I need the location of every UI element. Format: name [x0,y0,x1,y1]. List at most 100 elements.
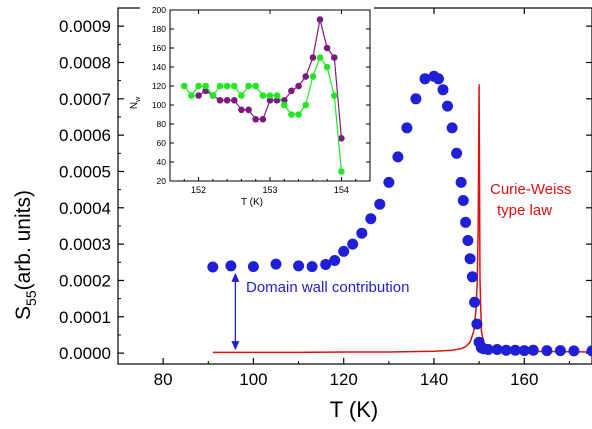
data-point [374,199,385,210]
data-point [442,101,453,112]
data-point [451,148,462,159]
inset-green-point [324,64,331,71]
inset-x-tick-label: 153 [262,185,277,195]
inset-purple-point [217,97,224,104]
inset-x-axis-title: T (K) [241,197,263,208]
data-point [471,319,482,330]
y-tick-label: 0.0009 [59,17,111,36]
data-point [458,195,469,206]
data-point [248,261,259,272]
data-point [555,345,566,356]
inset-x-tick-label: 152 [191,185,206,195]
y-tick-label: 0.0000 [59,344,111,363]
data-point [465,253,476,264]
inset-y-axis-title-main: N [129,102,140,109]
curie-weiss-label-line2: type law [497,202,552,219]
data-point [271,259,282,270]
y-axis-title-rest: (arb. units) [12,190,35,290]
inset-green-point [317,54,324,61]
inset-y-tick-label: 60 [157,138,167,148]
inset-green-point [281,102,288,109]
inset-green-point [231,83,238,90]
inset-green-point [267,92,274,99]
data-point [438,84,449,95]
inset-green-point [295,111,302,118]
inset-y-tick-label: 160 [152,43,166,53]
inset-purple-point [260,116,267,123]
data-point [462,235,473,246]
data-point [383,177,394,188]
inset-green-point [338,168,345,175]
data-point [401,122,412,133]
data-point [356,228,367,239]
inset-purple-point [324,45,331,52]
inset-y-tick-label: 100 [152,100,166,110]
inset-green-point [224,83,231,90]
inset-y-tick-label: 140 [152,62,166,72]
inset-y-tick-label: 80 [157,119,167,129]
curie-weiss-label-line1: Curie-Weiss [490,181,571,198]
inset-green-point [331,92,338,99]
y-tick-label: 0.0005 [59,162,111,181]
data-point [329,255,340,266]
x-tick-label: 160 [510,370,538,389]
inset-purple-point [245,107,252,114]
data-point [307,261,318,272]
inset-y-tick-label: 40 [157,157,167,167]
data-point [528,345,539,356]
data-point [338,246,349,257]
data-point [207,262,218,273]
data-point [293,260,304,271]
y-axis-title-subscript: 55 [23,290,39,306]
inset-purple-point [331,54,338,61]
data-point [410,93,421,104]
inset-purple-point [238,107,245,114]
inset-purple-point [224,97,231,104]
inset-y-axis-title-subscript: w [135,96,142,103]
y-axis-title-main: S [12,306,35,320]
data-point [365,213,376,224]
data-point [447,122,458,133]
inset-purple-point [288,88,295,95]
data-point [225,260,236,271]
data-point [392,151,403,162]
x-tick-label: 140 [420,370,448,389]
inset-y-tick-label: 200 [152,5,166,15]
x-tick-label: 80 [154,370,173,389]
data-point [433,73,444,84]
y-tick-label: 0.0008 [59,53,111,72]
inset-purple-point [195,92,202,99]
inset-purple-point [302,73,309,80]
inset-green-point [195,83,202,90]
inset-purple-point [252,116,259,123]
inset-green-point [210,92,217,99]
data-point [541,345,552,356]
inset-purple-point [310,54,317,61]
data-point [568,345,579,356]
x-tick-label: 120 [330,370,358,389]
y-tick-label: 0.0003 [59,235,111,254]
inset-purple-point [231,97,238,104]
x-axis-title: T (K) [330,397,378,422]
inset-green-point [252,83,259,90]
inset-y-tick-label: 120 [152,81,166,91]
data-point [467,271,478,282]
data-point [347,239,358,250]
inset-green-point [274,92,281,99]
inset-green-point [310,73,317,80]
y-tick-label: 0.0001 [59,308,111,327]
inset-y-tick-label: 180 [152,24,166,34]
inset-green-point [288,111,295,118]
inset-green-point [260,92,267,99]
inset-green-point [202,83,209,90]
y-tick-label: 0.0002 [59,271,111,290]
data-point [469,297,480,308]
data-point [460,217,471,228]
y-tick-label: 0.0006 [59,126,111,145]
inset-green-point [238,92,245,99]
inset-green-point [245,83,252,90]
inset-purple-point [317,16,324,23]
